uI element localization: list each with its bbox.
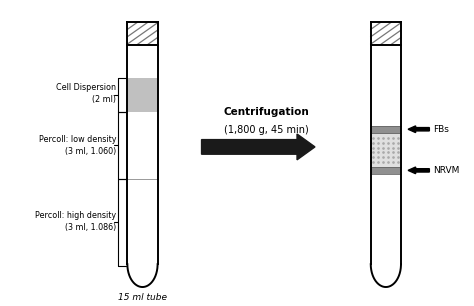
FancyArrow shape — [408, 126, 429, 132]
FancyArrow shape — [408, 167, 429, 174]
Bar — [128, 179, 157, 266]
Text: 15 ml tube: 15 ml tube — [118, 293, 167, 302]
Text: FBs: FBs — [433, 125, 449, 134]
Text: Percoll: low density
(3 ml, 1.060): Percoll: low density (3 ml, 1.060) — [38, 135, 116, 156]
Text: Percoll: high density
(3 ml, 1.086): Percoll: high density (3 ml, 1.086) — [35, 211, 116, 232]
Text: NRVM: NRVM — [433, 166, 459, 175]
Bar — [128, 45, 157, 264]
Bar — [371, 22, 401, 45]
Bar — [371, 125, 401, 133]
Bar — [128, 78, 157, 112]
Text: (1,800 g, 45 min): (1,800 g, 45 min) — [224, 125, 309, 135]
Text: Cell Dispersion
(2 ml): Cell Dispersion (2 ml) — [56, 83, 116, 104]
Bar — [371, 45, 401, 264]
Bar — [371, 133, 401, 167]
Bar — [371, 167, 401, 174]
Bar — [128, 22, 157, 45]
FancyArrow shape — [201, 134, 315, 160]
Bar — [128, 112, 157, 179]
Text: Centrifugation: Centrifugation — [224, 107, 310, 117]
